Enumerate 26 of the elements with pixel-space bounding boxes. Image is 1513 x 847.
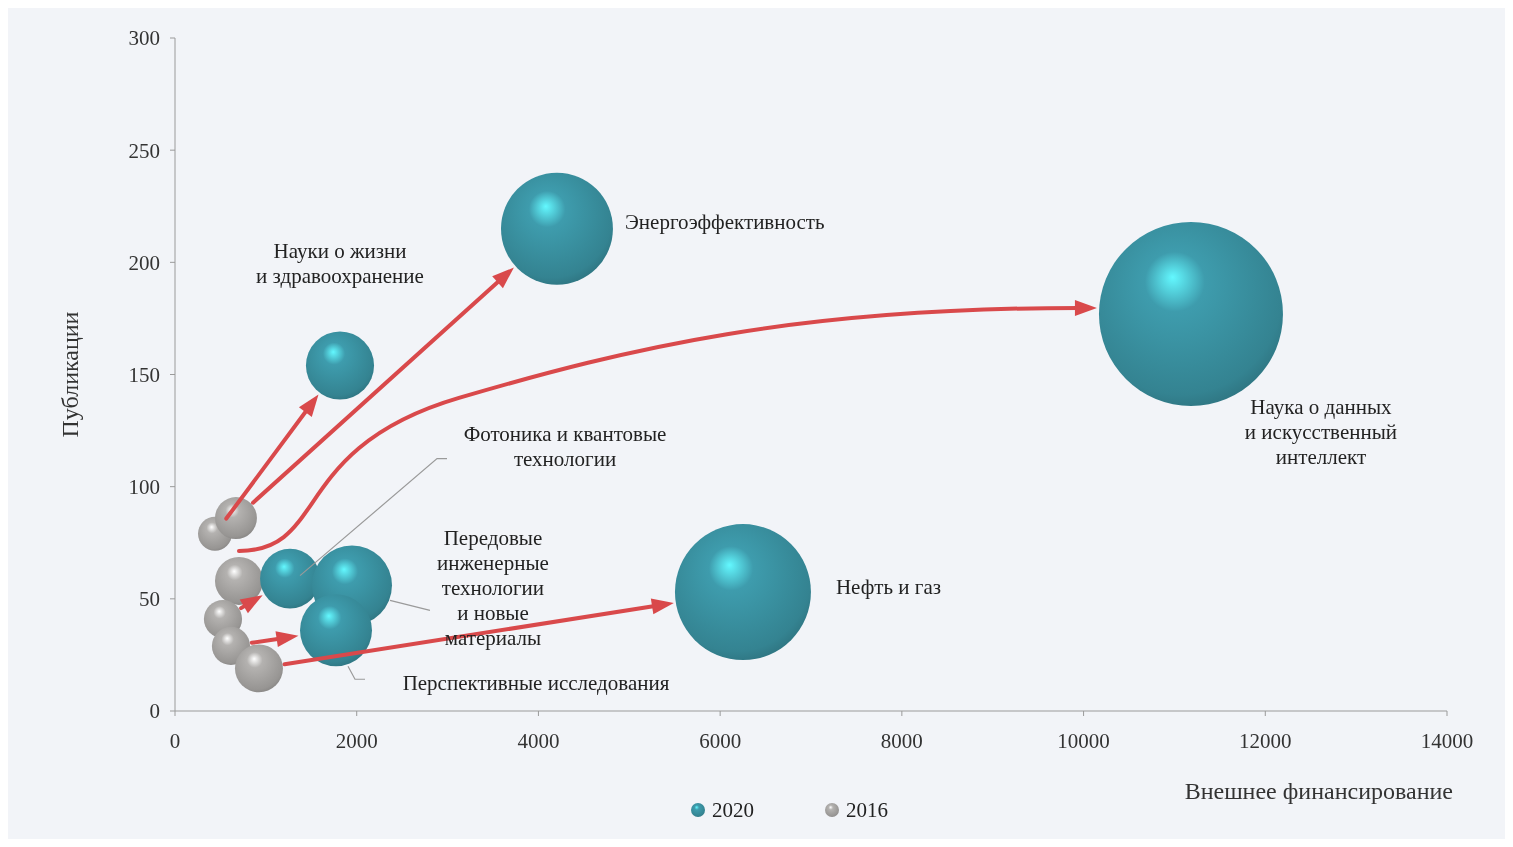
y-tick-label: 50	[139, 587, 160, 612]
x-tick-label: 0	[169, 729, 181, 753]
annotation: Перспективные исследования	[402, 671, 670, 696]
annotation: Фотоника и квантовые технологии	[463, 421, 667, 471]
x-tick-label: 4000	[517, 729, 560, 753]
x-tick-label: 2000	[335, 729, 378, 753]
y-tick-label: 250	[128, 138, 160, 163]
legend-label: 2016	[846, 798, 888, 823]
annotation: Энергоэффективность	[624, 209, 825, 234]
legend-label: 2020	[712, 798, 754, 823]
annotation: Нефть и газ	[835, 574, 942, 599]
x-axis-title: Внешнее финансирование	[1184, 778, 1453, 804]
y-tick-label: 300	[128, 26, 160, 51]
y-tick-label: 150	[128, 362, 160, 387]
y-tick-label: 200	[128, 250, 160, 275]
x-tick-label: 8000	[880, 729, 923, 753]
y-axis-title: Публикации	[57, 311, 83, 438]
x-tick-label: 14000	[1420, 729, 1474, 753]
y-tick-label: 100	[128, 475, 160, 500]
x-tick-label: 12000	[1239, 729, 1292, 753]
x-tick-label: 6000	[699, 729, 742, 753]
annotation: Передовые инженерные технологии и новые материалы	[437, 526, 549, 651]
x-tick-label: 10000	[1057, 729, 1110, 753]
annotation: Наука о данных и искусственный интеллект	[1244, 394, 1398, 469]
annotation: Науки о жизни и здравоохранение	[256, 238, 424, 288]
y-tick-label: 0	[149, 699, 160, 724]
